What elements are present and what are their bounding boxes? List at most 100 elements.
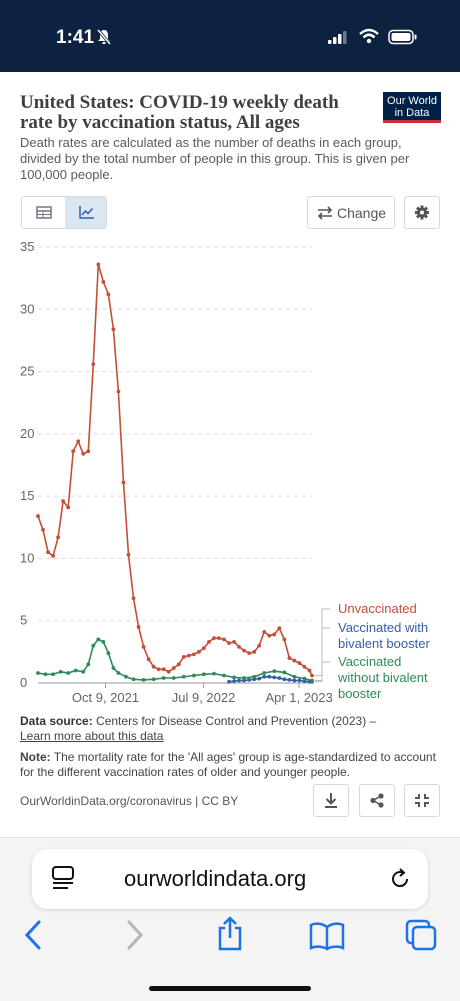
data-point (76, 439, 81, 444)
download-button[interactable] (313, 784, 349, 817)
data-point (151, 677, 156, 682)
legend-connector (315, 661, 330, 681)
data-point (46, 550, 50, 555)
data-point (212, 671, 216, 676)
data-point (287, 656, 292, 660)
line-chart-icon (79, 206, 94, 219)
fullscreen-button[interactable] (404, 784, 440, 817)
x-tick-label: Apr 1, 2023 (265, 690, 332, 705)
learn-more-link[interactable]: Learn more about this data (20, 729, 164, 743)
change-label: Change (337, 205, 387, 221)
chart-card: United States: COVID-19 weekly death rat… (0, 72, 460, 837)
data-point (51, 554, 55, 558)
data-point (58, 669, 63, 674)
bookmarks-icon[interactable] (309, 921, 345, 951)
data-point (232, 679, 236, 684)
share-sheet-icon[interactable] (215, 916, 245, 952)
y-tick-label: 0 (20, 675, 27, 690)
data-point (96, 262, 101, 267)
data-point (161, 676, 166, 680)
data-point (222, 637, 226, 642)
data-point (227, 679, 231, 684)
data-point (222, 673, 226, 678)
tab-table[interactable] (22, 197, 65, 228)
reader-icon[interactable] (50, 865, 76, 893)
legend-label: Vaccinated (338, 654, 401, 669)
data-point (131, 596, 136, 601)
y-tick-label: 20 (20, 426, 34, 441)
legend-label: without bivalent (337, 670, 428, 685)
data-point (186, 653, 191, 658)
data-point (181, 654, 186, 659)
change-button[interactable]: Change (307, 196, 395, 229)
reload-icon[interactable] (387, 866, 413, 892)
tabs-icon[interactable] (404, 918, 438, 952)
gear-icon (415, 205, 429, 220)
data-point (237, 678, 242, 683)
data-point (111, 327, 116, 332)
data-point (297, 661, 302, 665)
back-arrow-icon[interactable] (22, 919, 46, 951)
data-point (217, 636, 221, 641)
y-tick-label: 35 (20, 239, 34, 254)
data-point (196, 649, 201, 654)
forward-arrow-icon[interactable] (122, 919, 146, 951)
data-point (191, 673, 196, 678)
data-point (252, 674, 257, 679)
swap-icon (317, 206, 333, 220)
data-point (91, 643, 96, 648)
data-point (71, 449, 76, 454)
data-point (202, 646, 206, 651)
legend-label: bivalent booster (338, 636, 430, 651)
browser-toolbar: ourworldindata.org (0, 837, 460, 1001)
data-point (96, 637, 101, 642)
data-point (66, 505, 71, 510)
data-point (310, 678, 314, 683)
download-icon (325, 793, 337, 808)
wifi-icon (359, 28, 379, 44)
tab-chart[interactable] (65, 197, 106, 228)
data-point (121, 480, 126, 485)
data-point (277, 626, 282, 631)
data-point (272, 675, 277, 680)
data-point (161, 667, 166, 672)
url-text[interactable]: ourworldindata.org (124, 866, 307, 891)
data-point (262, 630, 267, 634)
legend-label: booster (338, 686, 382, 701)
data-point (101, 279, 106, 284)
data-point (262, 674, 267, 679)
data-point (141, 677, 146, 682)
address-bar[interactable]: ourworldindata.org (32, 849, 428, 909)
logo-line1: Our World (387, 95, 437, 107)
data-point (267, 633, 272, 638)
data-point (136, 625, 141, 629)
data-point (282, 670, 287, 675)
data-point (227, 641, 231, 646)
data-point (257, 643, 262, 648)
data-point (171, 666, 176, 670)
data-point (81, 669, 86, 674)
x-tick-label: Oct 9, 2021 (72, 690, 139, 705)
data-point (141, 644, 146, 649)
share-button[interactable] (359, 784, 395, 817)
settings-button[interactable] (404, 196, 440, 229)
table-icon (36, 206, 52, 219)
source-text: Centers for Disease Control and Preventi… (96, 714, 377, 728)
data-point (91, 362, 96, 366)
data-point (282, 637, 287, 642)
footer-url[interactable]: OurWorldinData.org/coronavirus | CC BY (20, 794, 239, 808)
data-point (277, 676, 282, 680)
data-point (61, 499, 66, 504)
owid-logo[interactable]: Our World in Data (383, 92, 441, 123)
data-point (267, 674, 272, 679)
data-point (207, 639, 211, 644)
data-point (242, 676, 247, 680)
data-point (86, 662, 91, 667)
data-point (101, 639, 106, 644)
data-point (111, 666, 116, 670)
data-point (232, 639, 236, 644)
y-tick-label: 15 (20, 488, 34, 503)
data-point (41, 527, 45, 532)
battery-icon (388, 29, 417, 45)
data-point (151, 664, 156, 669)
